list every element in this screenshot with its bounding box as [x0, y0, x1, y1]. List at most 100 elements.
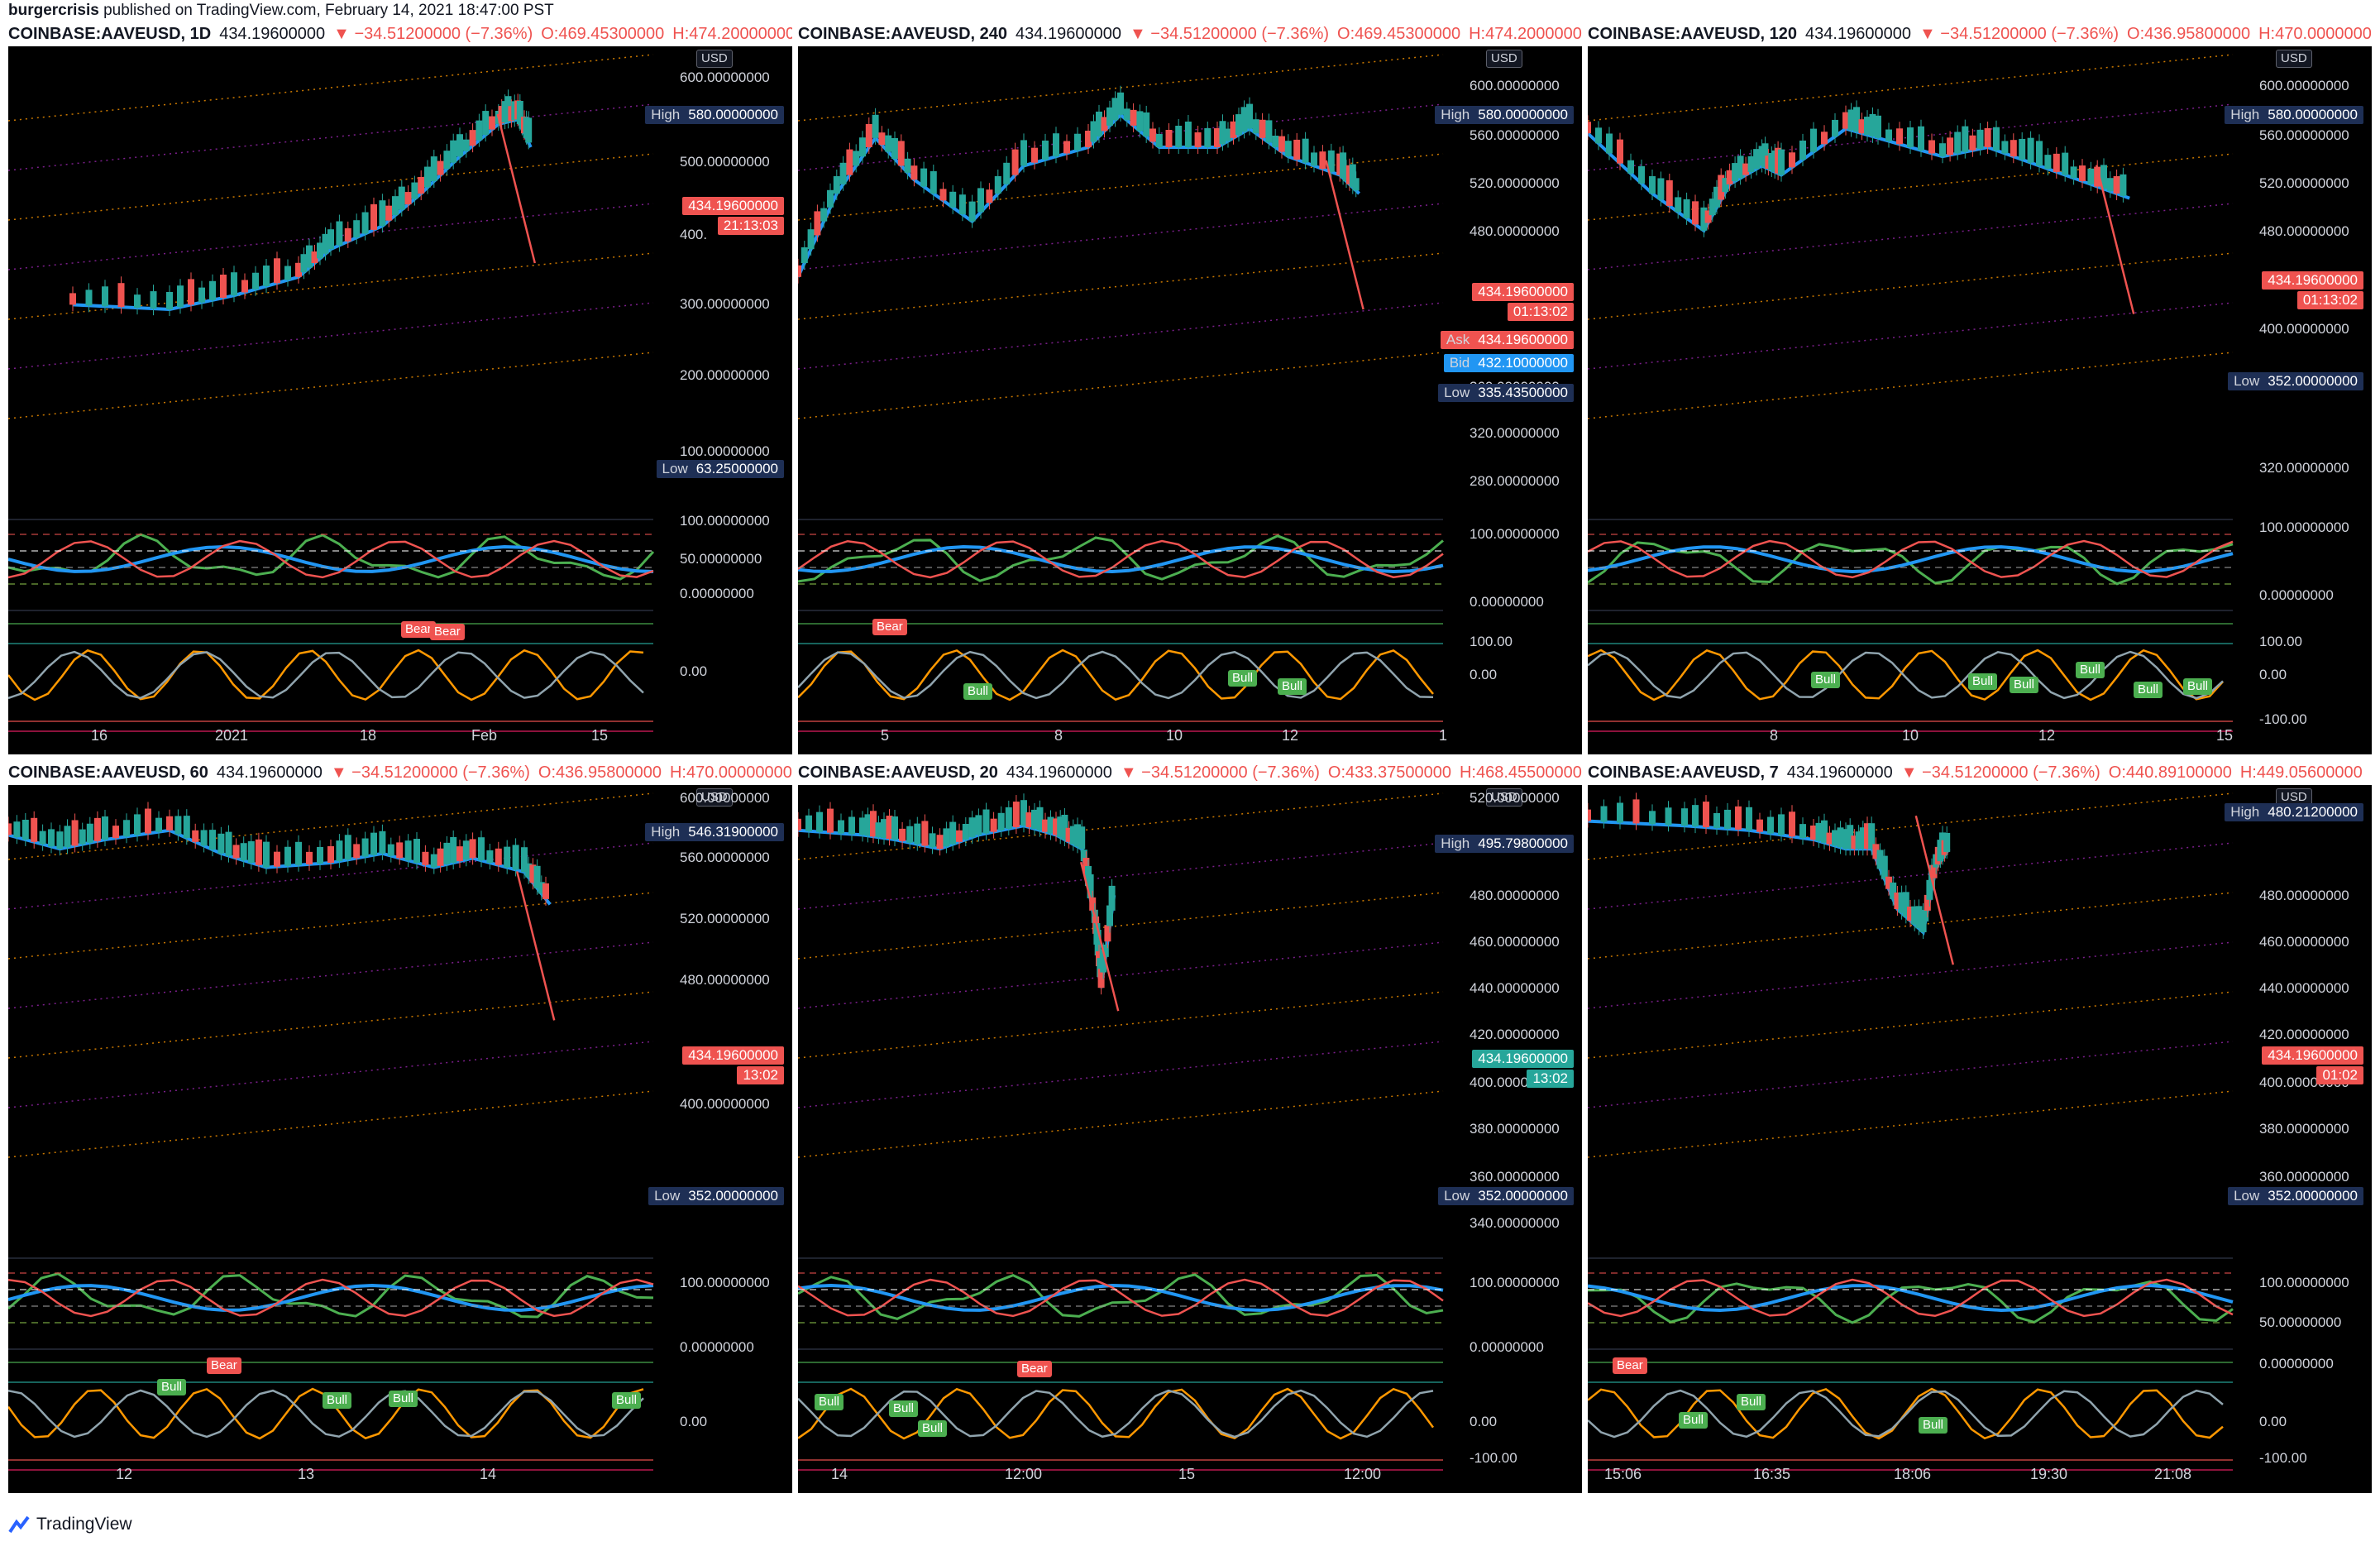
signal-label: Bull — [1228, 670, 1258, 687]
chart-canvas[interactable] — [1588, 22, 2372, 754]
candle — [949, 191, 957, 208]
time-axis-label: 18 — [360, 727, 377, 744]
chart-canvas[interactable] — [8, 760, 792, 1493]
currency-label[interactable]: USD — [696, 50, 733, 68]
candle — [1815, 822, 1823, 841]
channel-line — [8, 302, 654, 370]
channel-line — [1588, 792, 2234, 860]
price-axis-label: 400.00000000 — [680, 1096, 770, 1112]
candle — [1087, 874, 1094, 898]
signal-label: Bull — [2010, 677, 2039, 693]
symbol-interval[interactable]: COINBASE:AAVEUSD, 240 — [798, 25, 1008, 43]
candle — [1799, 140, 1806, 160]
candle — [1876, 850, 1884, 869]
stoch-grey-line — [8, 1389, 644, 1439]
candle — [2062, 152, 2069, 175]
candle — [284, 266, 291, 280]
candle — [1700, 207, 1708, 231]
chart-panel[interactable]: COINBASE:AAVEUSD, 20 434.19600000 ▼ −34.51… — [798, 760, 1582, 1493]
time-axis-label: 13 — [298, 1466, 315, 1482]
currency-label[interactable]: USD — [2276, 788, 2312, 807]
candle — [1588, 122, 1591, 134]
candle — [1638, 165, 1645, 184]
price-axis-label: 560.00000000 — [1470, 127, 1560, 143]
candle — [920, 168, 928, 187]
candle — [1327, 150, 1335, 172]
chart-panel[interactable]: COINBASE:AAVEUSD, 7 434.19600000 ▼ −34.512… — [1588, 760, 2372, 1493]
chart-panel[interactable]: COINBASE:AAVEUSD, 120 434.19600000 ▼ −34.5… — [1588, 22, 2372, 754]
price-change: ▼ −34.51200000 (−7.36%) — [330, 764, 530, 782]
candle — [910, 165, 918, 180]
symbol-interval[interactable]: COINBASE:AAVEUSD, 7 — [1588, 764, 1779, 782]
candle — [295, 841, 302, 865]
candle — [904, 158, 911, 173]
candle — [1924, 894, 1931, 911]
channel-line — [798, 792, 1444, 860]
signal-label: Bull — [2076, 662, 2105, 678]
time-axis-label: 12:00 — [1344, 1466, 1382, 1482]
candle — [437, 160, 444, 175]
candle — [274, 258, 280, 284]
open-value: O:469.45300000 — [1337, 25, 1461, 43]
candle — [1761, 143, 1769, 168]
candle — [231, 272, 237, 296]
open-value: O:469.45300000 — [541, 25, 665, 43]
candle — [1069, 826, 1077, 845]
symbol-interval[interactable]: COINBASE:AAVEUSD, 1D — [8, 25, 212, 43]
price-axis-label: 100.00000000 — [680, 443, 770, 459]
oscillator-green-line — [8, 1272, 654, 1319]
price-axis-label: 600.00000000 — [680, 69, 770, 85]
channel-line — [1588, 54, 2234, 122]
candle — [1976, 129, 1984, 149]
chart-legend: COINBASE:AAVEUSD, 120 434.19600000 ▼ −34.5… — [1588, 22, 2372, 46]
symbol-interval[interactable]: COINBASE:AAVEUSD, 20 — [798, 764, 998, 782]
candle — [914, 823, 921, 845]
channel-line — [8, 54, 654, 122]
price-axis-label: 100.00000000 — [2259, 1275, 2349, 1290]
currency-label[interactable]: USD — [1486, 788, 1522, 807]
symbol-interval[interactable]: COINBASE:AAVEUSD, 60 — [8, 764, 208, 782]
currency-label[interactable]: USD — [1486, 50, 1522, 68]
candle — [85, 290, 93, 306]
chart-panel[interactable]: COINBASE:AAVEUSD, 60 434.19600000 ▼ −34.51… — [8, 760, 792, 1493]
author-name[interactable]: burgercrisis — [8, 2, 99, 19]
time-axis-label: 18:06 — [1894, 1466, 1932, 1482]
currency-label[interactable]: USD — [696, 788, 733, 807]
chart-canvas[interactable] — [1588, 760, 2372, 1493]
candle — [1692, 201, 1699, 225]
candle — [117, 283, 125, 308]
candle — [1703, 802, 1709, 828]
candle — [1020, 140, 1027, 166]
chart-canvas[interactable] — [798, 22, 1582, 754]
candle — [1111, 98, 1119, 121]
open-value: O:433.37500000 — [1327, 764, 1451, 782]
chart-panel[interactable]: COINBASE:AAVEUSD, 1D 434.19600000 ▼ −34.51… — [8, 22, 792, 754]
signal-label: Bull — [815, 1394, 844, 1410]
signal-label: Bull — [1679, 1412, 1709, 1429]
candle — [949, 821, 957, 845]
time-axis-label: 12 — [2038, 727, 2056, 744]
channel-line — [798, 352, 1444, 419]
chart-canvas[interactable] — [798, 760, 1582, 1493]
candle — [1123, 108, 1130, 121]
candle — [2019, 138, 2026, 160]
symbol-interval[interactable]: COINBASE:AAVEUSD, 120 — [1588, 25, 1798, 43]
candle — [1005, 807, 1012, 829]
signal-label: Bull — [1278, 678, 1307, 695]
channel-line — [798, 991, 1444, 1059]
tradingview-logo-icon[interactable] — [8, 1514, 30, 1535]
brand-label[interactable]: TradingView — [36, 1515, 132, 1534]
candle — [1108, 885, 1116, 911]
candle — [1219, 121, 1226, 145]
candle — [870, 811, 877, 837]
candle — [1713, 186, 1720, 208]
chart-canvas[interactable] — [8, 22, 792, 754]
candle — [1235, 114, 1242, 136]
candle — [1130, 109, 1137, 126]
candle — [1947, 137, 1954, 156]
chart-panel[interactable]: COINBASE:AAVEUSD, 240 434.19600000 ▼ −34.5… — [798, 22, 1582, 754]
candle — [962, 824, 969, 840]
candle — [881, 819, 887, 839]
currency-label[interactable]: USD — [2276, 50, 2312, 68]
candle — [1894, 893, 1901, 909]
